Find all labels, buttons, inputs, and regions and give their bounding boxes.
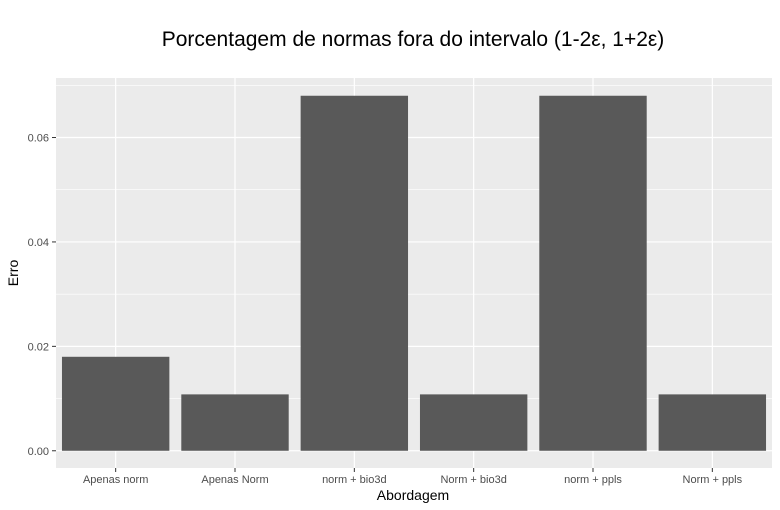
x-axis-title: Abordagem <box>377 487 449 503</box>
y-axis: 0.00 0.02 0.04 0.06 <box>28 133 56 458</box>
bar <box>300 95 409 451</box>
bar <box>61 356 170 451</box>
bars <box>61 95 767 451</box>
x-tick-label: Norm + bio3d <box>440 474 506 486</box>
minor-gridlines <box>56 85 772 399</box>
y-tick-label: 0.04 <box>28 237 49 249</box>
chart-title: Porcentagem de normas fora do intervalo … <box>162 28 665 51</box>
x-tick-label: norm + ppls <box>564 474 622 486</box>
x-tick-label: Norm + ppls <box>683 474 743 486</box>
y-tick-label: 0.02 <box>28 341 49 353</box>
bar <box>539 95 647 451</box>
y-axis-title: Erro <box>5 260 21 287</box>
bar <box>181 394 289 451</box>
plot-panel <box>56 78 772 468</box>
y-tick-label: 0.00 <box>28 446 49 458</box>
bar <box>658 394 767 451</box>
y-tick-label: 0.06 <box>28 133 49 145</box>
x-axis: Apenas norm Apenas Norm norm + bio3d Norm +… <box>83 468 743 486</box>
bar <box>419 394 528 451</box>
x-tick-label: norm + bio3d <box>322 474 387 486</box>
x-tick-label: Apenas Norm <box>201 474 268 486</box>
x-tick-label: Apenas norm <box>83 474 148 486</box>
